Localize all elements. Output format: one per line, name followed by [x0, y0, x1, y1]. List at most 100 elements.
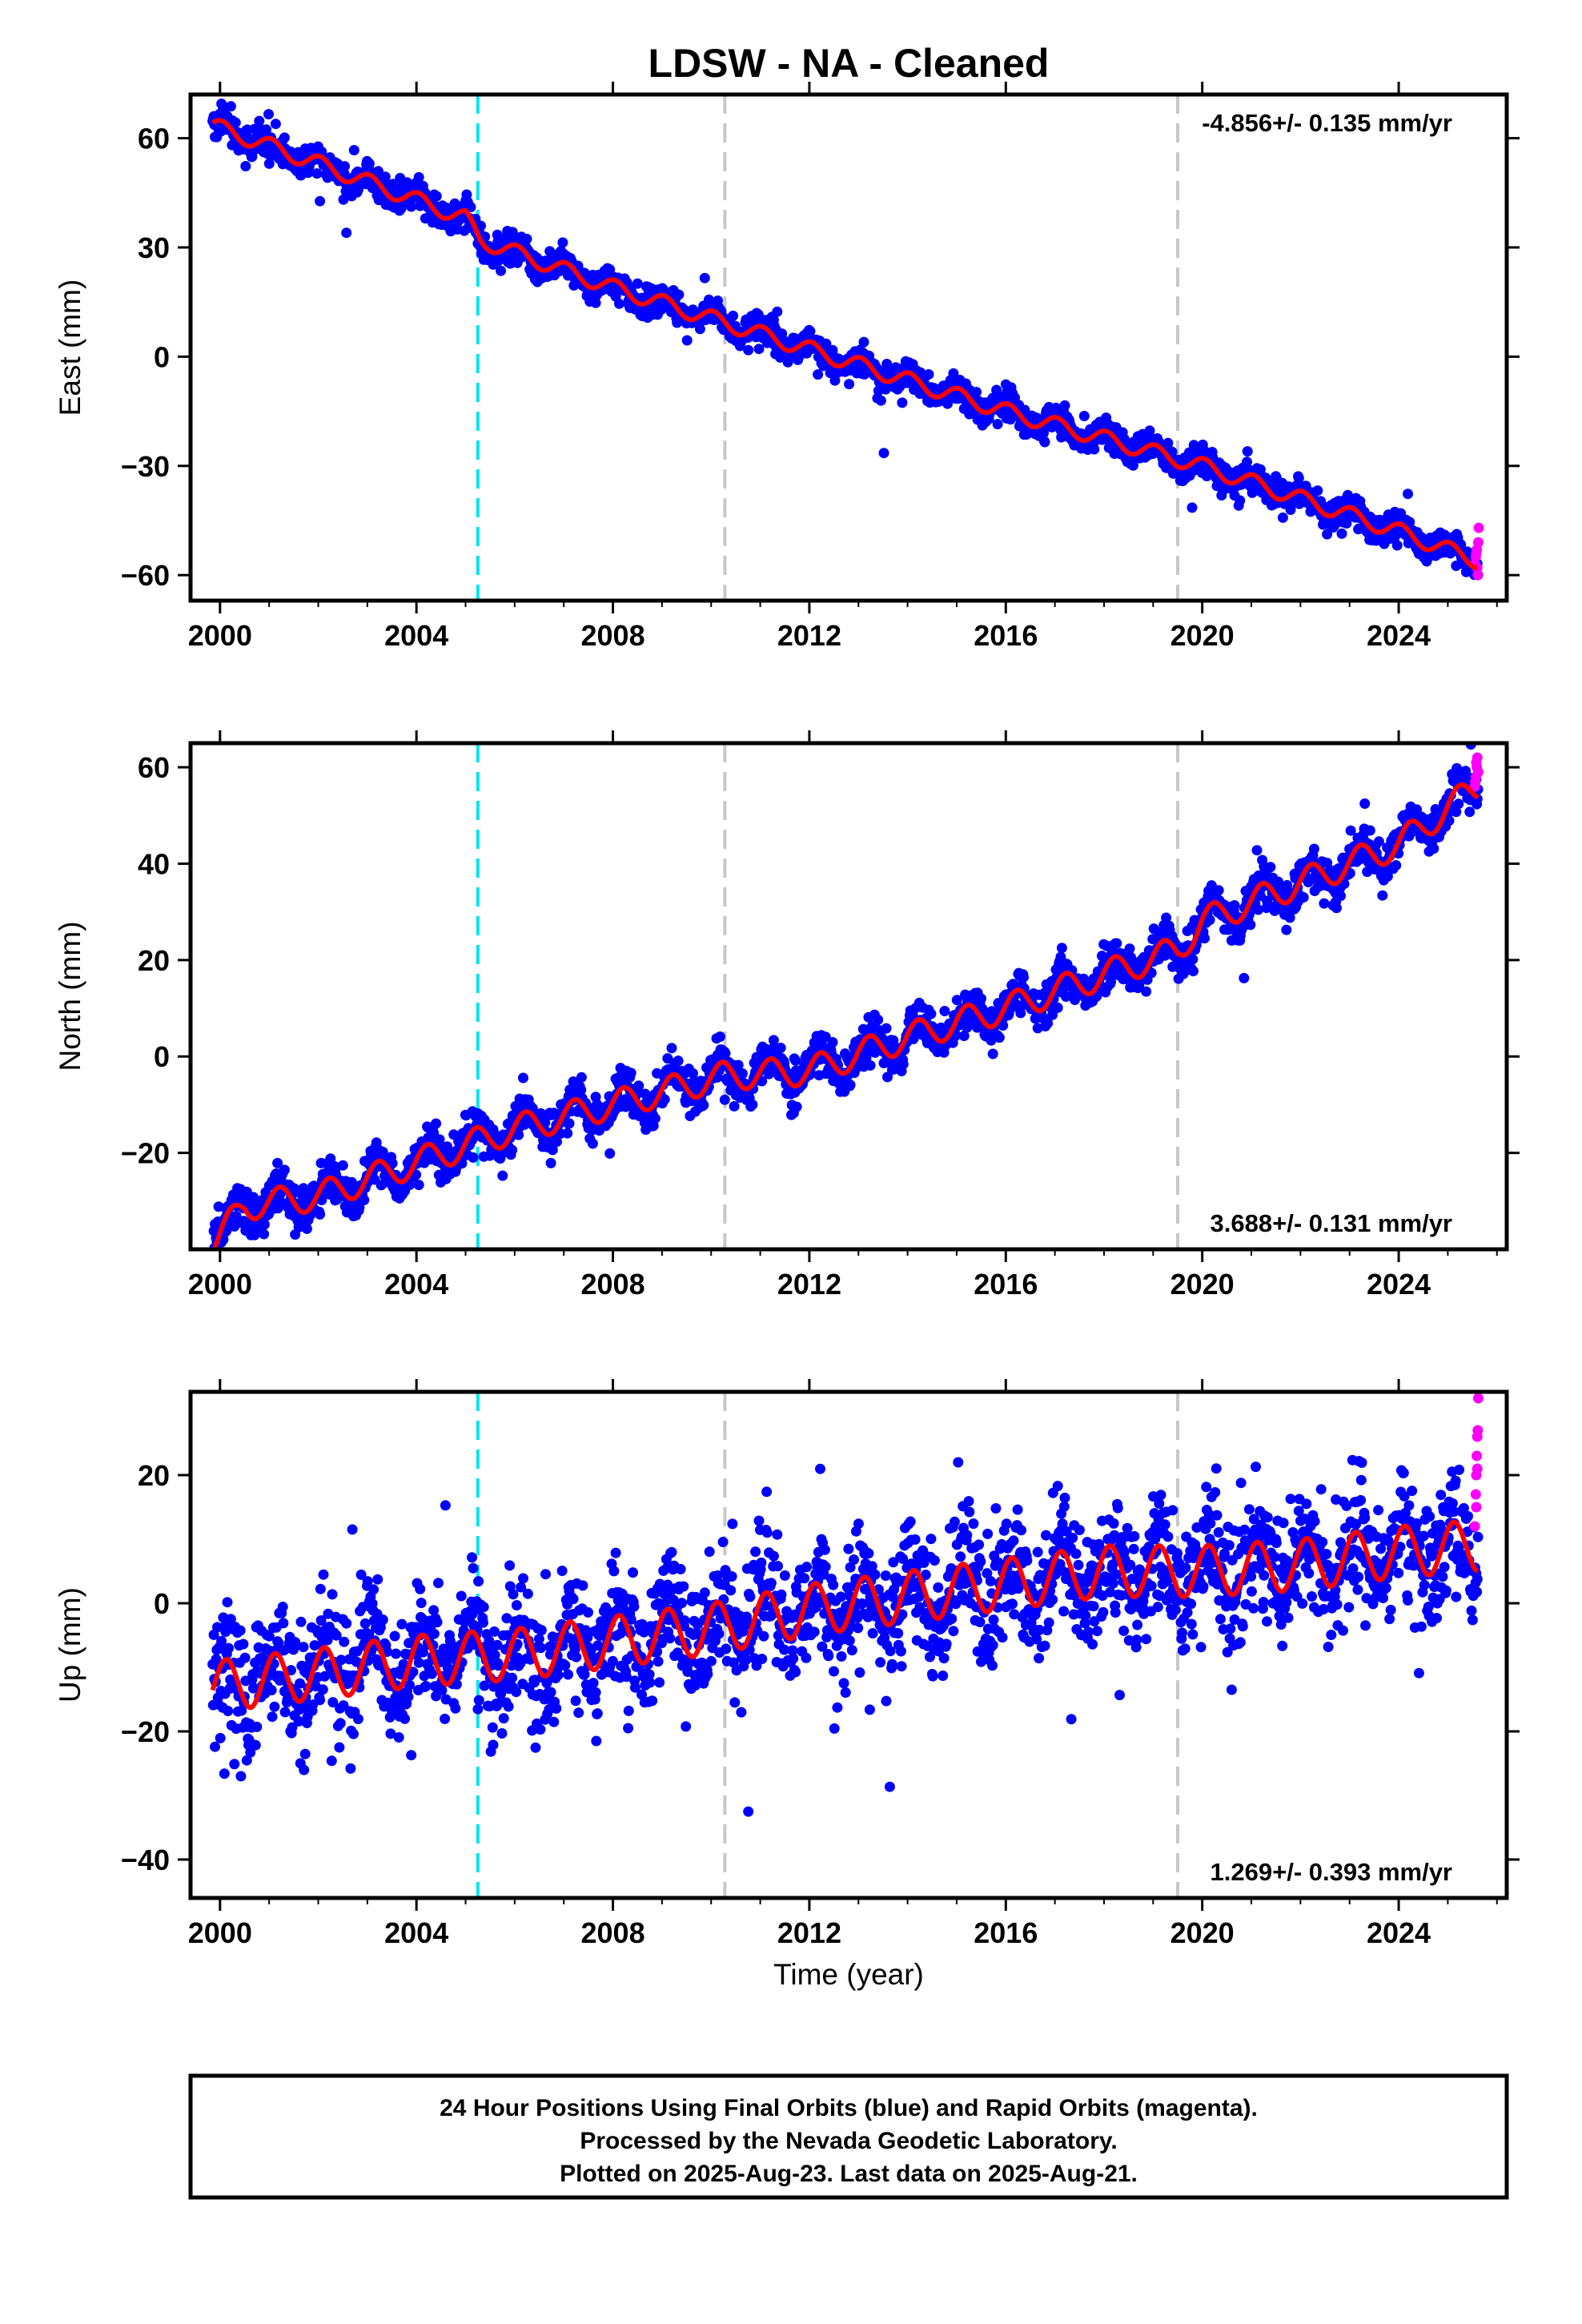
data-point: [1141, 986, 1152, 997]
data-point: [737, 1068, 748, 1079]
rapid-point: [1471, 548, 1482, 559]
data-point: [897, 1059, 909, 1070]
data-point: [272, 1203, 283, 1214]
data-point: [1078, 411, 1090, 421]
data-point: [576, 1072, 587, 1083]
panel-north: 2000 2004 2008 2012 2016 2020 2024−200204060No…: [54, 730, 1520, 1301]
data-point: [341, 227, 352, 239]
data-point: [327, 1589, 338, 1600]
data-point: [431, 191, 442, 202]
x-tick-label: 2024: [1367, 619, 1431, 652]
data-point: [295, 1616, 307, 1627]
data-point: [991, 384, 1002, 396]
data-point: [897, 397, 908, 408]
data-point: [827, 1037, 838, 1047]
data-point: [289, 1183, 300, 1194]
y-tick-label: 30: [138, 231, 170, 264]
data-point: [238, 1638, 249, 1650]
data-point: [263, 158, 275, 169]
data-point: [415, 1583, 426, 1594]
data-point: [1056, 943, 1067, 954]
data-point: [496, 265, 507, 276]
data-point: [1404, 517, 1415, 528]
data-point: [259, 1228, 270, 1240]
data-point: [259, 1219, 270, 1230]
data-point: [861, 1052, 872, 1063]
y-tick-label: −60: [121, 559, 170, 592]
data-point: [511, 1600, 522, 1610]
data-point: [379, 171, 391, 183]
data-point: [299, 1764, 310, 1775]
data-point: [403, 1691, 414, 1703]
data-point: [225, 101, 236, 112]
data-point: [1242, 446, 1253, 457]
data-point: [230, 117, 241, 128]
data-point: [345, 1763, 356, 1774]
data-point: [231, 1210, 242, 1221]
data-point: [279, 132, 290, 143]
data-point: [431, 1118, 442, 1129]
data-point: [507, 1144, 518, 1156]
model-curve: [211, 118, 1480, 571]
y-tick-label: 40: [138, 847, 170, 880]
y-tick-label: 60: [138, 751, 170, 784]
data-point: [311, 168, 323, 179]
final-orbit-points: [208, 743, 1484, 1249]
y-tick-label: 20: [138, 944, 170, 977]
data-point: [239, 1652, 251, 1663]
panel-east: 2000 2004 2008 2012 2016 2020 2024−60−3003060E…: [54, 82, 1520, 652]
data-point: [557, 237, 568, 248]
x-tick-label: 2000: [188, 1268, 252, 1301]
data-point: [1204, 915, 1215, 926]
data-point: [372, 1574, 383, 1585]
data-point: [301, 1223, 312, 1234]
data-point: [719, 1094, 730, 1105]
rapid-point: [1472, 766, 1484, 778]
data-point: [503, 1701, 514, 1712]
data-point: [1038, 428, 1049, 439]
data-point: [562, 1128, 573, 1139]
data-point: [428, 1128, 440, 1138]
data-point: [1403, 489, 1413, 500]
data-point: [488, 1739, 499, 1751]
data-point: [478, 1602, 489, 1613]
x-tick-label: 2020: [1170, 619, 1235, 652]
data-point: [315, 1208, 326, 1220]
data-point: [377, 1614, 388, 1626]
data-point: [468, 1152, 479, 1163]
x-tick-label: 2016: [974, 1268, 1038, 1301]
model-curve: [211, 782, 1480, 1249]
data-point: [1331, 903, 1342, 914]
data-point: [498, 1713, 509, 1724]
data-point: [215, 1732, 226, 1743]
data-point: [666, 1043, 677, 1054]
x-tick-label: 2000: [188, 619, 252, 652]
velocity-label: -4.856+/- 0.135 mm/yr: [1202, 109, 1452, 137]
data-point: [1235, 495, 1246, 506]
data-point: [411, 1169, 422, 1180]
data-point: [1377, 890, 1388, 901]
data-point: [699, 272, 710, 283]
data-point: [442, 203, 453, 214]
data-point: [753, 344, 765, 355]
data-point: [434, 1134, 445, 1145]
data-point: [450, 1703, 461, 1714]
data-point: [604, 1148, 616, 1159]
data-point: [456, 1158, 468, 1169]
data-point: [413, 171, 424, 183]
data-point: [923, 369, 934, 380]
data-point: [298, 1642, 309, 1653]
y-tick-label: 0: [154, 340, 170, 373]
data-point: [688, 1068, 698, 1079]
data-point: [1277, 512, 1288, 523]
data-point: [733, 1059, 744, 1071]
data-point: [235, 1771, 247, 1782]
y-tick-label: −20: [121, 1137, 170, 1170]
plot-frame: [188, 92, 1509, 603]
data-point: [564, 1118, 575, 1129]
x-tick-label: 2004: [384, 1268, 448, 1301]
data-point: [1265, 862, 1276, 873]
data-point: [267, 1711, 278, 1723]
data-point: [270, 119, 281, 130]
x-tick-label: 2008: [581, 1268, 645, 1301]
